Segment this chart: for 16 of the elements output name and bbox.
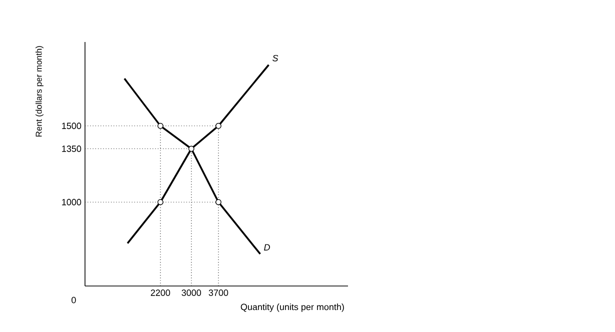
- x-tick-label: 3700: [208, 290, 228, 296]
- y-axis-title: Rent (dollars per month): [36, 46, 44, 136]
- point: [157, 199, 164, 206]
- x-axis-title: Quantity (units per month): [240, 304, 344, 312]
- x-tick-label: 3000: [182, 290, 202, 296]
- series-label: D: [264, 244, 270, 250]
- point: [215, 199, 222, 206]
- series-label: S: [272, 54, 278, 62]
- text: 0: [72, 296, 76, 304]
- point: [215, 122, 222, 129]
- y-tick-label: 1350: [62, 146, 82, 152]
- point: [188, 146, 194, 152]
- x-tick-label: 2200: [150, 290, 170, 296]
- point: [157, 122, 164, 129]
- y-tick-label: 1000: [62, 198, 82, 206]
- y-tick-label: 1500: [62, 122, 82, 130]
